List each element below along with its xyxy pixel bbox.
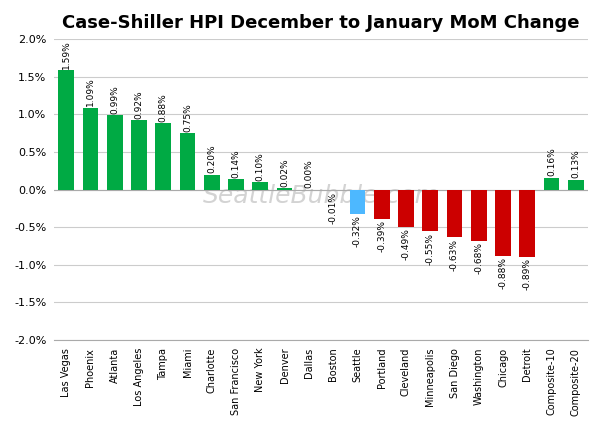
Bar bbox=[58, 70, 74, 190]
Bar bbox=[350, 190, 365, 214]
Bar bbox=[398, 190, 414, 227]
Title: Case-Shiller HPI December to January MoM Change: Case-Shiller HPI December to January MoM… bbox=[62, 14, 580, 32]
Text: -0.68%: -0.68% bbox=[474, 242, 483, 274]
Text: 0.92%: 0.92% bbox=[134, 90, 143, 119]
Text: 1.59%: 1.59% bbox=[62, 40, 71, 68]
Text: 0.20%: 0.20% bbox=[207, 144, 216, 173]
Bar bbox=[568, 180, 584, 190]
Text: -0.32%: -0.32% bbox=[353, 215, 362, 247]
Bar bbox=[204, 174, 220, 190]
Bar bbox=[253, 182, 268, 190]
Text: 1.09%: 1.09% bbox=[86, 78, 95, 106]
Bar bbox=[155, 123, 171, 190]
Text: 0.02%: 0.02% bbox=[280, 158, 289, 187]
Bar bbox=[471, 190, 487, 241]
Text: 0.75%: 0.75% bbox=[183, 103, 192, 132]
Text: -0.55%: -0.55% bbox=[426, 232, 435, 265]
Bar bbox=[107, 115, 122, 190]
Text: -0.63%: -0.63% bbox=[450, 238, 459, 271]
Bar bbox=[422, 190, 438, 231]
Bar bbox=[83, 108, 98, 190]
Bar bbox=[544, 177, 559, 190]
Bar bbox=[277, 188, 292, 190]
Text: -0.01%: -0.01% bbox=[329, 192, 338, 224]
Text: -0.88%: -0.88% bbox=[499, 257, 508, 290]
Bar bbox=[131, 120, 147, 190]
Bar bbox=[374, 190, 389, 219]
Text: 0.16%: 0.16% bbox=[547, 147, 556, 176]
Bar bbox=[325, 190, 341, 191]
Text: 0.99%: 0.99% bbox=[110, 85, 119, 114]
Text: 0.14%: 0.14% bbox=[232, 149, 241, 177]
Text: -0.39%: -0.39% bbox=[377, 221, 386, 252]
Bar bbox=[179, 133, 196, 190]
Bar bbox=[495, 190, 511, 256]
Text: 0.13%: 0.13% bbox=[571, 150, 580, 178]
Text: 0.88%: 0.88% bbox=[159, 93, 168, 122]
Text: 0.10%: 0.10% bbox=[256, 152, 265, 181]
Bar bbox=[520, 190, 535, 257]
Text: -0.49%: -0.49% bbox=[401, 228, 410, 260]
Bar bbox=[446, 190, 463, 237]
Bar bbox=[228, 179, 244, 190]
Text: SeattleBubble.com: SeattleBubble.com bbox=[203, 184, 439, 208]
Text: -0.89%: -0.89% bbox=[523, 258, 532, 290]
Text: 0.00%: 0.00% bbox=[304, 160, 313, 188]
